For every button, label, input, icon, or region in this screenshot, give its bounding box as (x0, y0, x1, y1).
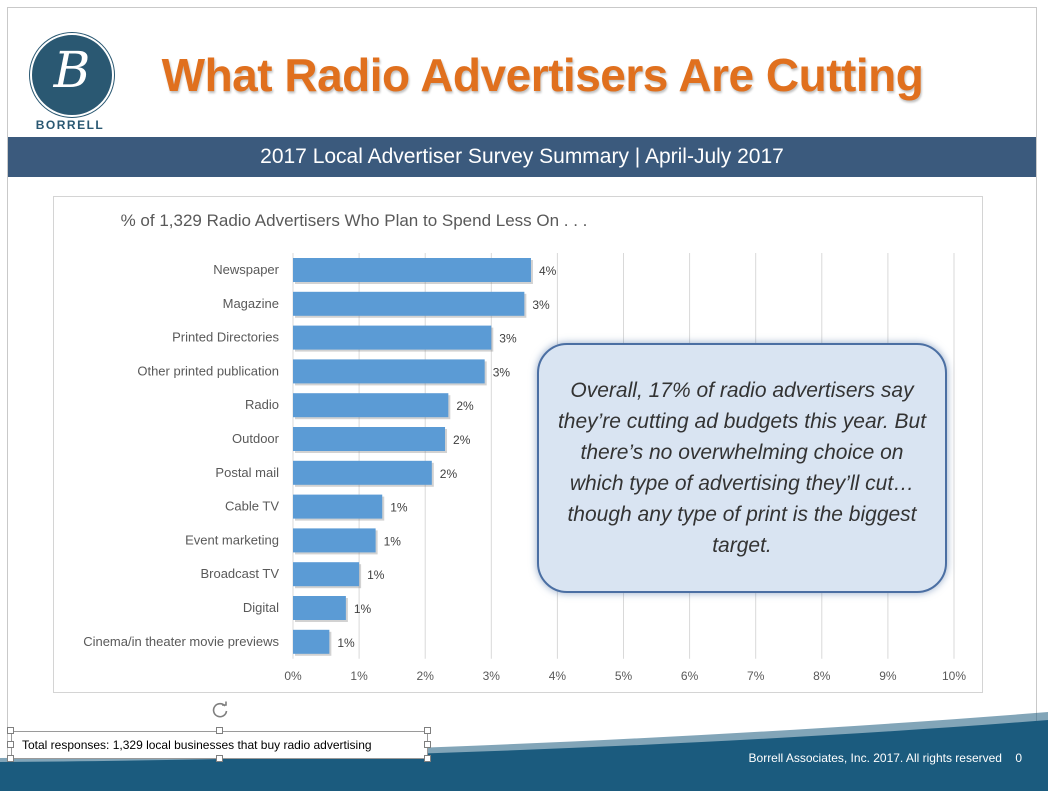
bar (293, 528, 376, 553)
callout-box: Overall, 17% of radio advertisers say th… (537, 343, 947, 593)
footer-copyright: Borrell Associates, Inc. 2017. All right… (749, 751, 1022, 765)
bar (293, 427, 446, 451)
data-label: 1% (337, 636, 355, 650)
borrell-logo: B (30, 33, 114, 117)
category-label: Outdoor (232, 431, 280, 446)
data-label: 3% (499, 332, 517, 346)
rotate-handle-icon[interactable] (210, 700, 230, 720)
data-label: 1% (390, 501, 408, 515)
bar (293, 393, 449, 418)
x-tick-label: 2% (417, 669, 435, 683)
category-label: Printed Directories (172, 330, 279, 345)
resize-handle-top-left[interactable] (7, 727, 14, 734)
x-tick-label: 5% (615, 669, 633, 683)
category-label: Cinema/in theater movie previews (83, 634, 279, 649)
data-label: 1% (354, 602, 372, 616)
bar (293, 258, 531, 282)
bar (293, 562, 360, 587)
x-tick-label: 3% (483, 669, 501, 683)
bar (293, 325, 492, 350)
x-tick-label: 8% (813, 669, 831, 683)
resize-handle-top[interactable] (216, 727, 223, 734)
category-label: Magazine (223, 296, 279, 311)
bar-chart: 0% 1% 2% 3% 4% 5% 6% 7% 8% 9% 10% Newspaper 4% Magazi… (83, 253, 966, 683)
data-label: 2% (440, 467, 458, 481)
data-label: 1% (367, 568, 385, 582)
logo-letter: B (53, 41, 91, 99)
resize-handle-left[interactable] (7, 741, 14, 748)
category-label: Postal mail (215, 465, 279, 480)
data-label: 2% (453, 433, 471, 447)
bar (293, 460, 432, 485)
x-tick-label: 4% (549, 669, 567, 683)
footer-wave (0, 712, 1048, 791)
footer-copyright-text: Borrell Associates, Inc. 2017. All right… (748, 751, 1002, 765)
bar (293, 494, 383, 519)
category-label: Radio (245, 397, 279, 412)
category-label: Broadcast TV (200, 566, 279, 581)
category-label: Newspaper (213, 262, 279, 277)
data-label: 4% (539, 264, 557, 278)
data-label: 3% (493, 365, 511, 379)
category-label: Digital (243, 600, 279, 615)
x-tick-label: 0% (284, 669, 302, 683)
category-label: Cable TV (225, 499, 279, 514)
bar (293, 596, 346, 620)
page-number: 0 (1015, 751, 1022, 765)
x-tick-label: 7% (747, 669, 765, 683)
x-tick-label: 1% (350, 669, 368, 683)
x-tick-label: 9% (879, 669, 897, 683)
category-label: Event marketing (185, 532, 279, 547)
subtitle-band: 2017 Local Advertiser Survey Summary | A… (8, 137, 1036, 177)
data-label: 3% (532, 298, 550, 312)
data-label: 1% (384, 534, 402, 548)
bar (293, 291, 525, 316)
bar (293, 359, 485, 384)
slide-title: What Radio Advertisers Are Cutting (161, 49, 924, 101)
x-tick-label: 10% (942, 669, 966, 683)
callout-text: Overall, 17% of radio advertisers say th… (557, 379, 927, 557)
resize-handle-bottom-right[interactable] (424, 755, 431, 762)
bar (293, 629, 330, 654)
data-label: 2% (456, 399, 474, 413)
category-label: Other printed publication (137, 363, 279, 378)
logo-wordmark: BORRELL (35, 118, 105, 132)
resize-handle-right[interactable] (424, 741, 431, 748)
chart-title: % of 1,329 Radio Advertisers Who Plan to… (120, 211, 588, 230)
resize-handle-top-right[interactable] (424, 727, 431, 734)
resize-handle-bottom[interactable] (216, 755, 223, 762)
x-tick-label: 6% (681, 669, 699, 683)
resize-handle-bottom-left[interactable] (7, 755, 14, 762)
